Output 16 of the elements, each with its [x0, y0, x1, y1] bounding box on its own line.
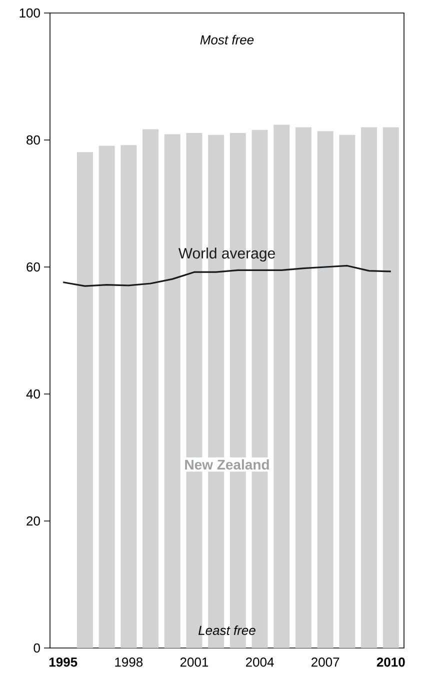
- y-tick-label: 20: [26, 516, 40, 526]
- y-tick-label: 80: [26, 135, 40, 145]
- series-label: World average: [178, 248, 275, 262]
- annotation: Most free: [200, 34, 254, 44]
- y-tick-label: 100: [20, 8, 40, 18]
- x-tick-label: 2007: [312, 658, 340, 667]
- x-tick-label: 1998: [115, 658, 143, 667]
- y-tick-label: 60: [26, 262, 40, 272]
- x-tick-label: 2004: [246, 658, 274, 667]
- y-tick-label: 40: [26, 389, 40, 399]
- y-tick-label: 0: [34, 643, 40, 653]
- x-tick-label: 2001: [180, 658, 208, 667]
- series-label: New Zealand: [185, 459, 269, 470]
- annotation: Least free: [198, 625, 256, 635]
- x-tick-label: 2010: [376, 658, 405, 667]
- x-tick-label: 1995: [49, 658, 78, 667]
